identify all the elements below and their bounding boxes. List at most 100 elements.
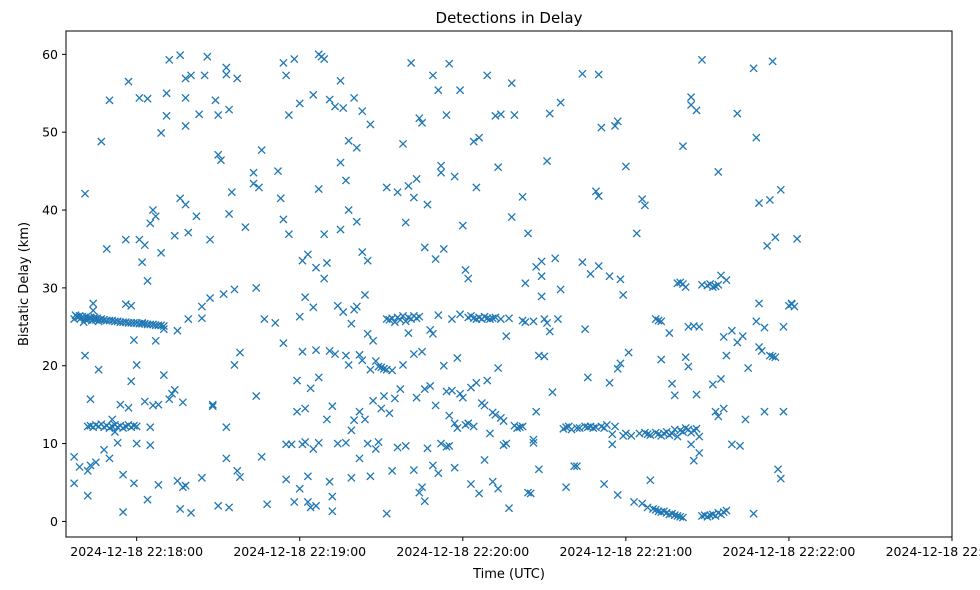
data-point — [320, 54, 329, 64]
data-point — [129, 421, 139, 430]
data-point — [510, 111, 519, 120]
data-point — [602, 420, 611, 429]
data-point — [488, 477, 497, 486]
data-point — [350, 416, 359, 425]
data-point — [167, 389, 177, 398]
data-point — [793, 234, 802, 243]
data-point — [203, 52, 212, 61]
data-point — [681, 353, 690, 362]
data-point — [744, 364, 753, 373]
data-point — [507, 212, 516, 222]
data-point — [499, 416, 508, 426]
data-point — [417, 347, 427, 356]
data-point — [347, 473, 356, 482]
data-point — [537, 292, 546, 301]
data-point — [787, 300, 796, 309]
data-point — [494, 484, 503, 493]
data-point — [428, 461, 437, 470]
data-point — [613, 117, 622, 126]
data-point — [127, 377, 136, 386]
data-point — [472, 183, 481, 192]
data-point — [678, 427, 687, 436]
data-point — [309, 90, 318, 99]
data-point — [453, 423, 462, 433]
data-point — [216, 156, 225, 165]
data-point — [605, 272, 614, 281]
data-point — [610, 121, 620, 131]
data-point — [113, 438, 122, 447]
data-point — [483, 71, 492, 80]
data-point — [616, 359, 625, 368]
data-point — [594, 70, 603, 79]
data-point — [181, 74, 190, 83]
data-point — [132, 422, 141, 431]
data-point — [211, 96, 220, 105]
data-point — [668, 429, 677, 438]
data-point — [613, 364, 622, 373]
data-point — [192, 212, 201, 221]
data-point — [445, 411, 454, 420]
data-point — [197, 302, 206, 311]
data-point — [765, 351, 774, 360]
data-point — [491, 313, 500, 322]
data-point — [292, 376, 302, 385]
data-point — [518, 422, 527, 431]
data-point — [521, 279, 530, 288]
data-point — [507, 79, 516, 88]
data-point — [640, 201, 649, 210]
data-point — [390, 318, 399, 327]
data-point — [627, 431, 636, 440]
data-point — [714, 412, 723, 421]
data-point — [469, 137, 478, 146]
data-point — [581, 325, 590, 334]
data-point — [222, 454, 231, 463]
data-point — [401, 317, 410, 326]
data-point — [450, 419, 459, 428]
data-point — [363, 329, 372, 338]
data-point — [366, 365, 375, 374]
data-point — [494, 163, 503, 172]
data-point — [646, 476, 655, 485]
data-point — [491, 111, 500, 120]
data-point — [325, 95, 334, 104]
data-point — [195, 110, 204, 119]
x-tick-label: 2024-12-18 22:18:00 — [70, 544, 203, 559]
data-point — [678, 142, 687, 151]
data-point — [303, 250, 312, 259]
data-point — [754, 198, 764, 208]
data-point — [749, 509, 758, 518]
data-point — [197, 314, 206, 323]
data-point — [374, 362, 383, 371]
data-point — [692, 106, 701, 115]
data-point — [306, 503, 315, 512]
data-point — [551, 254, 560, 263]
data-point — [393, 443, 402, 452]
data-point — [760, 407, 769, 416]
data-point — [214, 150, 223, 159]
data-point — [676, 512, 685, 521]
data-point — [355, 454, 364, 463]
data-point — [336, 158, 345, 167]
data-point — [170, 231, 179, 240]
data-point — [689, 456, 698, 465]
data-point — [504, 314, 514, 323]
data-point — [208, 402, 217, 411]
data-point — [344, 205, 353, 215]
x-tick-label: 2024-12-18 22:21:00 — [559, 544, 692, 559]
data-point — [176, 504, 185, 514]
data-point — [624, 348, 633, 357]
data-point — [83, 491, 92, 500]
data-point — [657, 317, 666, 326]
data-point — [670, 391, 679, 400]
data-point — [697, 55, 707, 64]
data-point — [157, 321, 166, 330]
data-point — [249, 179, 258, 188]
data-point — [562, 423, 571, 432]
data-point — [186, 508, 196, 517]
data-point — [263, 500, 272, 509]
data-point — [292, 407, 302, 416]
data-point — [434, 86, 443, 95]
data-point — [75, 311, 84, 320]
data-point — [339, 307, 348, 317]
data-point — [225, 503, 234, 512]
